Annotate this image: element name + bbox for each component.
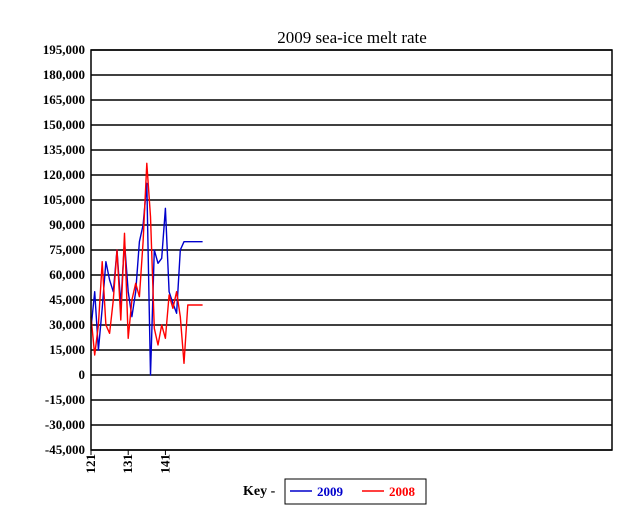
legend-label-2008: 2008 bbox=[389, 484, 416, 499]
y-tick-label: 45,000 bbox=[49, 292, 85, 307]
y-tick-label: 75,000 bbox=[49, 242, 85, 257]
series-lines bbox=[90, 162, 203, 376]
series-line-2009 bbox=[90, 182, 203, 376]
legend: Key - 2009 2008 bbox=[243, 478, 427, 505]
grid-lines bbox=[91, 49, 612, 451]
y-axis-ticks: 195,000 180,000 165,000 150,000 135,000 120,0… bbox=[43, 42, 85, 457]
legend-box bbox=[284, 478, 427, 505]
x-tick-label: 131 bbox=[120, 454, 135, 474]
x-axis-ticks: 121 131 141 bbox=[83, 450, 172, 474]
y-tick-label: 0 bbox=[79, 367, 86, 382]
y-tick-label: 165,000 bbox=[43, 92, 85, 107]
y-tick-label: -45,000 bbox=[45, 442, 85, 457]
y-tick-label: -15,000 bbox=[45, 392, 85, 407]
x-tick-label: 121 bbox=[83, 454, 98, 474]
y-tick-label: 180,000 bbox=[43, 67, 85, 82]
y-tick-label: 135,000 bbox=[43, 142, 85, 157]
y-tick-label: 195,000 bbox=[43, 42, 85, 57]
y-tick-label: 150,000 bbox=[43, 117, 85, 132]
legend-label-2009: 2009 bbox=[317, 484, 344, 499]
plot-frame bbox=[90, 49, 613, 451]
y-tick-label: 90,000 bbox=[49, 217, 85, 232]
y-tick-label: 60,000 bbox=[49, 267, 85, 282]
y-tick-label: 120,000 bbox=[43, 167, 85, 182]
y-tick-label: 30,000 bbox=[49, 317, 85, 332]
x-tick-label: 141 bbox=[157, 454, 172, 474]
legend-key-label: Key - bbox=[243, 484, 276, 499]
y-tick-label: 105,000 bbox=[43, 192, 85, 207]
series-line-2008 bbox=[90, 162, 203, 364]
y-tick-label: -30,000 bbox=[45, 417, 85, 432]
y-tick-label: 15,000 bbox=[49, 342, 85, 357]
chart-title: 2009 sea-ice melt rate bbox=[277, 28, 427, 47]
